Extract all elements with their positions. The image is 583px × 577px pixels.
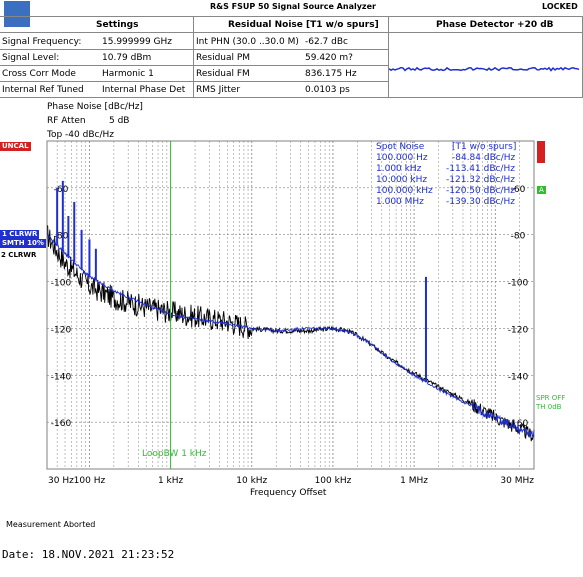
spot-offset: 100.000 kHz (376, 186, 433, 196)
trace1-smooth-label: SMTH 10% (0, 239, 46, 248)
table-col-divider (388, 16, 389, 98)
spot-value: -139.30 dBc/Hz (446, 197, 515, 207)
rs-logo (4, 1, 30, 27)
row-rvalue: 836.175 Hz (305, 69, 357, 79)
table-bottom-line (0, 97, 583, 98)
row-rlabel: Residual PM (196, 53, 251, 63)
x-tick-label: 30 Hz (48, 476, 74, 486)
spot-noise-header-right: [T1 w/o spurs] (452, 142, 517, 152)
spot-offset: 1.000 kHz (376, 164, 422, 174)
spot-offset: 1.000 MHz (376, 197, 424, 207)
row-label: Signal Frequency: (2, 37, 82, 47)
spot-offset: 100.000 Hz (376, 153, 428, 163)
date-line: Date: 18.NOV.2021 21:23:52 (2, 548, 175, 561)
x-tick-label: 100 kHz (315, 476, 352, 486)
a-indicator: A (537, 186, 546, 194)
row-rvalue: 59.420 m? (305, 53, 353, 63)
spot-value: -84.84 dBc/Hz (452, 153, 516, 163)
trace1-label: 1 CLRWR (0, 230, 40, 239)
rf-atten-value: 5 dB (109, 116, 130, 126)
x-tick-label: 1 MHz (400, 476, 428, 486)
blue-trace (46, 233, 535, 439)
spot-value: -113.41 dBc/Hz (446, 164, 515, 174)
row-label: Cross Corr Mode (2, 69, 76, 79)
app-title: R&S FSUP 50 Signal Source Analyzer (210, 2, 376, 11)
table-row-line (0, 81, 388, 82)
settings-header: Settings (96, 20, 139, 30)
y-tick-label: -120 (508, 325, 529, 335)
y-tick-label: -100 (508, 279, 529, 289)
table-top-line (0, 16, 583, 17)
table-header-line (0, 32, 583, 33)
y-tick-label: -140 (508, 372, 529, 382)
y-tick-label: -140 (51, 372, 72, 382)
row-rvalue: 0.0103 ps (305, 85, 350, 95)
measurement-status: Measurement Aborted (6, 520, 96, 529)
row-value: Harmonic 1 (102, 69, 154, 79)
lock-status: LOCKED (542, 2, 578, 11)
x-tick-label: 100 Hz (74, 476, 106, 486)
phase-detector-trace (389, 66, 580, 72)
table-row-line (0, 49, 388, 50)
y-tick-label: -120 (51, 325, 72, 335)
x-axis-label: Frequency Offset (250, 488, 327, 498)
y-tick-label: -160 (51, 419, 72, 429)
spot-value: -120.50 dBc/Hz (446, 186, 515, 196)
table-col-divider (193, 16, 194, 98)
row-value: 15.999999 GHz (102, 37, 172, 47)
table-row-line (0, 65, 388, 66)
trace2-label: 2 CLRWR (1, 251, 37, 259)
y-tick-label: -80 (54, 232, 69, 242)
y-tick-label: -60 (511, 185, 526, 195)
row-rlabel: Int PHN (30.0 ..30.0 M) (196, 37, 299, 47)
row-label: Signal Level: (2, 53, 60, 63)
spr-off-label: SPR OFF (536, 394, 566, 402)
row-label: Internal Ref Tuned (2, 85, 84, 95)
uncal-label: UNCAL (0, 142, 31, 151)
spot-offset: 10.000 kHz (376, 175, 428, 185)
x-tick-label: 30 MHz (500, 476, 534, 486)
y-tick-label: -100 (51, 279, 72, 289)
row-rlabel: Residual FM (196, 69, 250, 79)
y-tick-label: -60 (54, 185, 69, 195)
x-tick-label: 10 kHz (236, 476, 267, 486)
red-marker-flag (537, 141, 545, 163)
row-value: 10.79 dBm (102, 53, 152, 63)
row-rvalue: -62.7 dBc (305, 37, 348, 47)
loopbw-label: LoopBW 1 kHz (142, 449, 207, 459)
th-label: TH 0dB (536, 403, 562, 411)
plot-info-line3: Top -40 dBc/Hz (47, 130, 114, 140)
y-tick-label: -80 (511, 232, 526, 242)
plot-info-line1: Phase Noise [dBc/Hz] (47, 102, 143, 112)
x-tick-label: 1 kHz (158, 476, 184, 486)
phase-detector-header: Phase Detector +20 dB (436, 20, 554, 30)
spot-noise-header: Spot Noise (376, 142, 425, 152)
residual-header: Residual Noise [T1 w/o spurs] (228, 20, 379, 30)
rf-atten-label: RF Atten (47, 116, 86, 126)
row-rlabel: RMS Jitter (196, 85, 241, 95)
row-value: Internal Phase Det (102, 85, 186, 95)
spot-value: -121.32 dBc/Hz (446, 175, 515, 185)
